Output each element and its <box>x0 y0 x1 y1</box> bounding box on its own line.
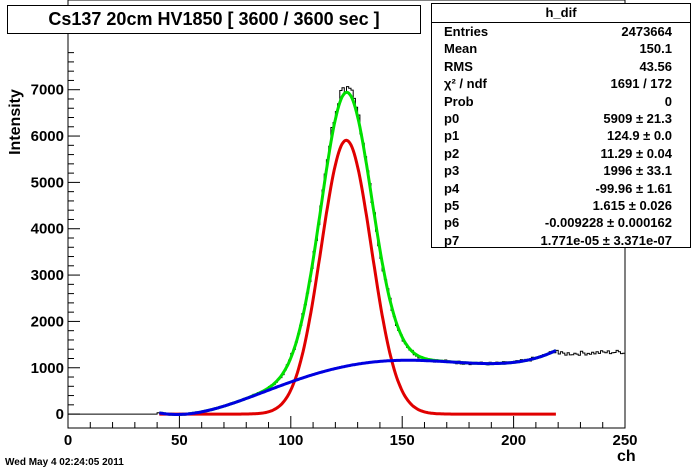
y-axis-label: Intensity <box>7 89 24 155</box>
stats-label: p4 <box>444 180 460 196</box>
stats-label: p0 <box>444 110 460 126</box>
stats-row: Prob 0 <box>432 93 690 110</box>
stats-value: 43.56 <box>639 58 672 74</box>
stats-row: Mean 150.1 <box>432 40 690 57</box>
stats-label: χ² / ndf <box>444 76 487 92</box>
stats-row: p3 1996 ± 33.1 <box>432 162 690 179</box>
stats-row: Entries 2473664 <box>432 23 690 40</box>
stats-name: h_dif <box>432 4 690 23</box>
stats-label: Prob <box>444 93 474 109</box>
stats-row: χ² / ndf 1691 / 172 <box>432 75 690 92</box>
stats-label: Entries <box>444 24 489 39</box>
stats-row: p4 -99.96 ± 1.61 <box>432 180 690 197</box>
y-tick-label: 6000 <box>31 128 64 145</box>
y-tick-label: 5000 <box>31 174 64 191</box>
x-tick-label: 250 <box>612 432 637 449</box>
stats-value: 0 <box>664 93 672 109</box>
stats-rows: Entries 2473664 Mean 150.1 RMS 43.56 χ² / ndf 1… <box>432 23 690 249</box>
background-curve <box>159 349 557 416</box>
stats-value: 1.615 ± 0.026 <box>592 197 672 213</box>
stats-row: p2 11.29 ± 0.04 <box>432 145 690 162</box>
y-tick-label: 2000 <box>31 313 64 330</box>
stats-label: p3 <box>444 163 460 179</box>
stats-row: p0 5909 ± 21.3 <box>432 110 690 127</box>
stats-value: 5909 ± 21.3 <box>603 110 672 126</box>
stats-value: 1.771e-05 ± 3.371e-07 <box>540 232 672 248</box>
stats-label: Mean <box>444 41 478 57</box>
stats-label: p6 <box>444 215 460 231</box>
y-tick-label: 3000 <box>31 267 64 284</box>
stats-value: 150.1 <box>639 41 672 57</box>
stats-row: p1 124.9 ± 0.0 <box>432 127 690 144</box>
y-tick-label: 4000 <box>31 221 64 238</box>
stats-value: 1691 / 172 <box>610 76 672 92</box>
y-tick-label: 0 <box>56 406 64 423</box>
stats-row: p6 -0.009228 ± 0.000162 <box>432 214 690 231</box>
stats-label: p7 <box>444 232 460 248</box>
x-axis-label: ch <box>617 448 636 465</box>
stats-label: p2 <box>444 145 460 161</box>
x-tick-label: 0 <box>64 432 72 449</box>
stats-label: p1 <box>444 128 460 144</box>
stats-label: p5 <box>444 197 460 213</box>
stats-value: -99.96 ± 1.61 <box>595 180 672 196</box>
stats-row: p7 1.771e-05 ± 3.371e-07 <box>432 232 690 249</box>
x-tick-label: 200 <box>501 432 526 449</box>
plot-area <box>68 86 625 416</box>
stats-box: h_dif Entries 2473664 Mean 150.1 RMS 43.56 χ² … <box>431 3 691 248</box>
stats-value: 1996 ± 33.1 <box>603 163 672 179</box>
stats-value: 124.9 ± 0.0 <box>607 128 672 144</box>
stats-value: -0.009228 ± 0.000162 <box>544 215 672 231</box>
stats-row: RMS 43.56 <box>432 58 690 75</box>
x-tick-label: 150 <box>390 432 415 449</box>
stats-value: 11.29 ± 0.04 <box>600 145 672 161</box>
timestamp: Wed May 4 02:24:05 2011 <box>5 457 124 468</box>
gaussian-curve <box>159 138 556 416</box>
chart-title: Cs137 20cm HV1850 [ 3600 / 3600 sec ] <box>7 5 421 34</box>
stats-row: p5 1.615 ± 0.026 <box>432 197 690 214</box>
stats-value: 2473664 <box>621 24 672 39</box>
y-tick-label: 7000 <box>31 82 64 99</box>
stats-label: RMS <box>444 58 473 74</box>
y-tick-label: 1000 <box>31 360 64 377</box>
x-tick-label: 100 <box>278 432 303 449</box>
x-tick-label: 50 <box>171 432 188 449</box>
